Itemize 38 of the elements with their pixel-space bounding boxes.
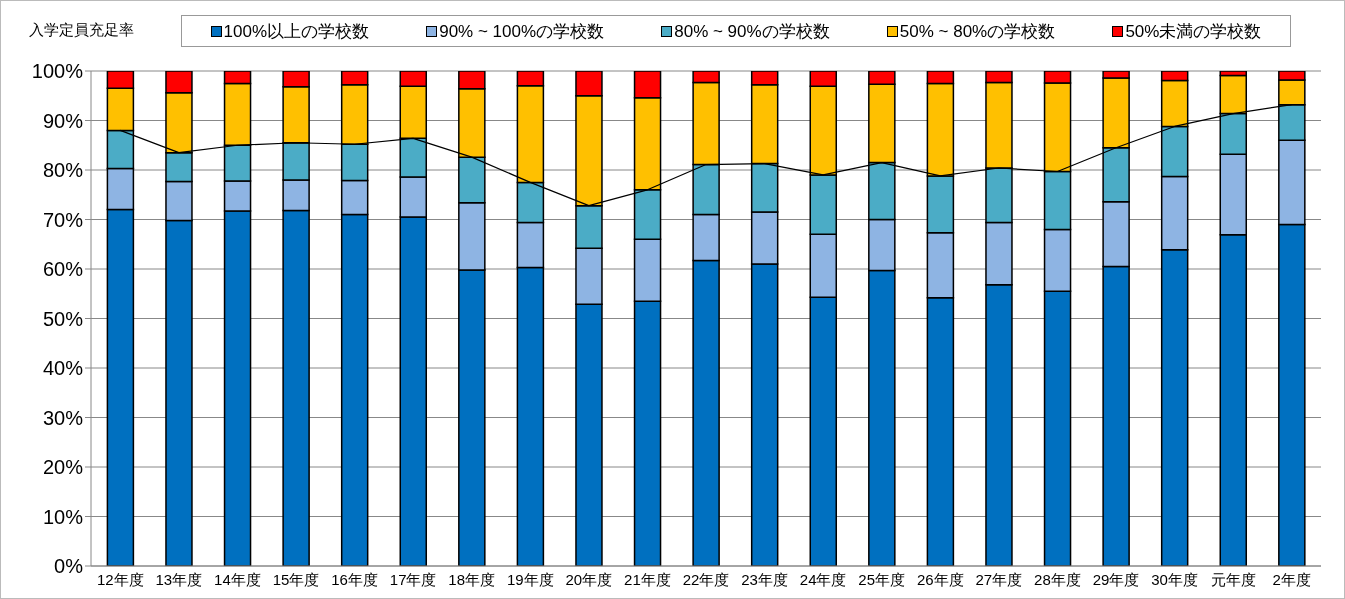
x-tick-label: 26年度 xyxy=(916,570,964,588)
y-tick-label: 70% xyxy=(42,208,84,231)
y-tick-label: 40% xyxy=(42,357,84,380)
y-tick-label: 90% xyxy=(42,109,84,132)
x-tick-label: 19年度 xyxy=(506,570,554,588)
x-tick-label: 28年度 xyxy=(1034,570,1081,588)
legend-label: 50% ~ 80%の学校数 xyxy=(898,20,1056,43)
y-tick-label: 100% xyxy=(31,60,84,83)
x-tick-label: 16年度 xyxy=(331,570,378,588)
y-tick-label: 20% xyxy=(42,456,84,479)
y-tick-label: 60% xyxy=(42,258,84,281)
legend-label: 80% ~ 90%の学校数 xyxy=(673,20,830,43)
y-tick-label: 0% xyxy=(54,555,84,578)
x-tick-label: 13年度 xyxy=(155,570,203,588)
x-tick-label: 17年度 xyxy=(389,570,437,588)
y-tick-label: 30% xyxy=(42,406,84,429)
x-tick-label: 22年度 xyxy=(682,570,730,588)
legend-label: 90% ~ 100%の学校数 xyxy=(438,20,605,43)
x-tick-label: 12年度 xyxy=(96,570,144,588)
x-tick-label: 24年度 xyxy=(799,570,847,588)
legend-label: 50%未満の学校数 xyxy=(1124,20,1262,43)
x-tick-label: 30年度 xyxy=(1151,570,1198,588)
y-tick-label: 50% xyxy=(42,307,84,330)
x-tick-label: 15年度 xyxy=(272,570,320,588)
x-tick-label: 14年度 xyxy=(214,570,261,588)
x-tick-label: 2年度 xyxy=(1272,570,1311,588)
x-tick-label: 29年度 xyxy=(1092,570,1140,588)
x-tick-label: 18年度 xyxy=(448,570,496,588)
y-axis-title: 入学定員充足率 xyxy=(29,21,134,40)
x-tick-label: 25年度 xyxy=(858,570,906,588)
x-tick-label: 21年度 xyxy=(624,570,671,588)
legend-label: 100%以上の学校数 xyxy=(222,20,370,43)
x-tick-label: 元年度 xyxy=(1210,570,1256,588)
y-tick-label: 10% xyxy=(42,505,84,528)
x-tick-label: 23年度 xyxy=(741,570,788,588)
x-tick-label: 27年度 xyxy=(975,570,1023,588)
x-tick-label: 20年度 xyxy=(565,570,613,588)
y-tick-label: 80% xyxy=(42,159,84,182)
